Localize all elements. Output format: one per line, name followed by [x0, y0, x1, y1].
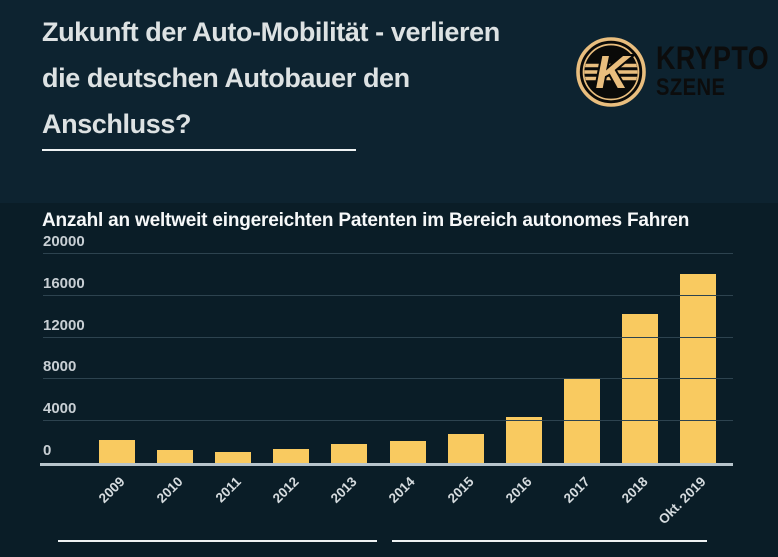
- chart-title: Anzahl an weltweit eingereichten Patente…: [42, 210, 690, 231]
- x-axis-label: 2017: [560, 474, 593, 506]
- x-axis-label: 2010: [153, 474, 186, 506]
- x-axis-line: [40, 463, 733, 466]
- gridline: [43, 294, 733, 296]
- gridline: [43, 336, 733, 338]
- x-axis-label: 2011: [212, 474, 244, 506]
- category-band: 2017: [553, 254, 611, 506]
- chart-panel: Anzahl an weltweit eingereichten Patente…: [0, 203, 778, 557]
- x-axis-label: Okt. 2019: [655, 474, 709, 528]
- header: Zukunft der Auto-Mobilität - verlieren d…: [0, 0, 778, 203]
- page-title-line-3: Anschluss?: [42, 109, 192, 139]
- brand-line-1: KRYPTO: [656, 40, 770, 76]
- page-title: Zukunft der Auto-Mobilität - verlieren d…: [42, 9, 572, 147]
- bar: [157, 450, 194, 463]
- category-band: 2010: [146, 254, 204, 506]
- bar: [99, 440, 136, 463]
- bar: [563, 379, 600, 463]
- x-axis-label: 2012: [270, 474, 302, 506]
- footer-divider-1: [58, 540, 377, 542]
- x-axis-label: 2018: [618, 474, 651, 506]
- category-band: 2012: [262, 254, 320, 506]
- footer-divider-2: [392, 540, 707, 542]
- bar: [331, 444, 368, 463]
- bars-area: 2009 2010 2011 2012 2013 2014 2015 2016 2017 2018…: [88, 254, 727, 527]
- category-band: 2014: [378, 254, 436, 506]
- y-axis-label: 20000: [43, 233, 85, 250]
- gridline: [43, 253, 733, 254]
- plot-area: 2009 2010 2011 2012 2013 2014 2015 2016 2017 2018…: [43, 233, 733, 527]
- bar: [215, 451, 252, 463]
- bar: [389, 441, 426, 463]
- category-band: 2011: [204, 254, 262, 505]
- bar: [679, 273, 716, 463]
- bar: [621, 313, 658, 463]
- coin-k-icon: K: [576, 37, 646, 107]
- page-title-line-1: Zukunft der Auto-Mobilität - verlieren: [42, 17, 500, 47]
- bar: [505, 417, 542, 463]
- category-band: Okt. 2019: [656, 254, 727, 527]
- x-axis-label: 2009: [95, 474, 128, 506]
- brand-wordmark: KRYPTO SZENE: [656, 42, 769, 100]
- gridline: [43, 378, 733, 380]
- category-band: 2015: [437, 254, 495, 506]
- x-axis-label: 2016: [502, 474, 535, 506]
- bar: [273, 449, 310, 463]
- y-axis-label: 0: [43, 442, 52, 459]
- brand-line-2: SZENE: [656, 74, 726, 101]
- category-band: 2016: [495, 254, 553, 506]
- category-band: 2009: [88, 254, 146, 506]
- x-axis-label: 2014: [386, 474, 419, 506]
- logo-monogram: K: [595, 46, 631, 98]
- category-band: 2013: [320, 254, 378, 506]
- x-axis-label: 2015: [444, 474, 477, 506]
- kryptoszene-logo: K KRYPTO SZENE: [575, 36, 778, 108]
- x-axis-label: 2013: [328, 474, 361, 506]
- y-axis-label: 8000: [43, 358, 77, 376]
- page-title-line-2: die deutschen Autobauer den: [42, 63, 410, 93]
- title-underline: [42, 149, 356, 151]
- bar: [447, 433, 484, 463]
- y-axis-label: 16000: [43, 274, 85, 292]
- y-axis-label: 12000: [43, 316, 85, 334]
- category-band: 2018: [611, 254, 669, 506]
- y-axis-label: 4000: [43, 400, 77, 418]
- gridline: [43, 420, 733, 422]
